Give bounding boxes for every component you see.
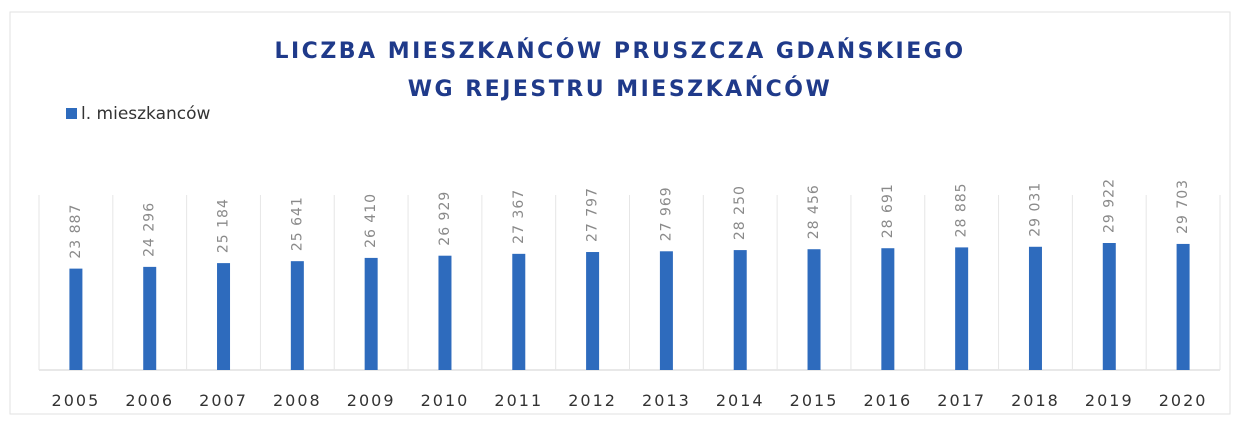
x-tick-label: 2015 [790,391,839,410]
x-tick-label: 2008 [273,391,322,410]
chart-title: WG REJESTRU MIESZKAŃCÓW [408,76,833,102]
data-label: 25 641 [289,196,305,251]
x-tick-label: 2012 [568,391,617,410]
x-tick-label: 2011 [494,391,543,410]
x-tick-label: 2009 [347,391,396,410]
x-tick-label: 2006 [125,391,174,410]
x-tick-label: 2016 [863,391,912,410]
bar [69,268,83,370]
data-label: 29 703 [1175,179,1191,234]
data-label: 28 456 [806,184,822,239]
data-label: 27 969 [658,186,674,241]
bar [881,248,895,370]
bar [290,261,304,370]
bar [586,252,600,370]
data-label: 26 410 [363,193,379,248]
data-label: 27 797 [585,187,601,242]
x-tick-label: 2007 [199,391,248,410]
x-tick-label: 2013 [642,391,691,410]
bar [659,251,673,370]
data-label: 23 887 [68,204,84,259]
bar [512,253,526,370]
data-label: 27 367 [511,189,527,244]
bar [1102,243,1116,370]
data-label: 28 885 [954,182,970,237]
x-tick-label: 2014 [716,391,765,410]
bar [217,263,231,370]
data-label: 24 296 [142,202,158,257]
legend-label: l. mieszkanców [81,104,211,124]
chart-title: LICZBA MIESZKAŃCÓW PRUSZCZA GDAŃSKIEGO [274,38,965,64]
data-label: 28 691 [880,183,896,238]
data-label: 25 184 [216,198,232,253]
x-tick-label: 2010 [421,391,470,410]
data-label: 29 922 [1101,178,1117,233]
bar [1176,243,1190,370]
chart-border [9,11,1231,415]
legend-swatch [66,108,77,119]
bar [143,266,157,370]
bar [1028,246,1042,370]
bar [733,250,747,370]
bar [438,255,452,370]
x-tick-label: 2005 [52,391,101,410]
x-tick-label: 2020 [1159,391,1208,410]
bar [364,257,378,370]
x-tick-label: 2019 [1085,391,1134,410]
data-label: 28 250 [732,185,748,240]
data-label: 29 031 [1027,182,1043,237]
x-tick-label: 2018 [1011,391,1060,410]
x-tick-label: 2017 [937,391,986,410]
bar [807,249,821,370]
data-label: 26 929 [437,191,453,246]
bar [955,247,969,370]
